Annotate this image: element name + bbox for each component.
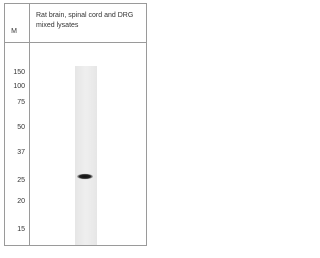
band	[77, 173, 93, 180]
sample-label: mixed lysates	[36, 22, 79, 29]
marker-label: 37	[17, 149, 25, 156]
marker-label: 15	[17, 226, 25, 233]
frame	[4, 3, 147, 246]
marker-labels: 150 100 75 50 37 25 20 15	[13, 69, 25, 233]
western-blot: M Rat brain, spinal cord and DRG mixed l…	[4, 3, 147, 246]
lane	[75, 66, 97, 245]
marker-label: 100	[13, 83, 25, 90]
sample-label: Rat brain, spinal cord and DRG	[36, 12, 133, 19]
marker-label: 75	[17, 99, 25, 106]
marker-label: 25	[17, 177, 25, 184]
marker-header: M	[11, 28, 17, 35]
marker-label: 150	[13, 69, 25, 76]
marker-label: 20	[17, 198, 25, 205]
marker-label: 50	[17, 124, 25, 131]
